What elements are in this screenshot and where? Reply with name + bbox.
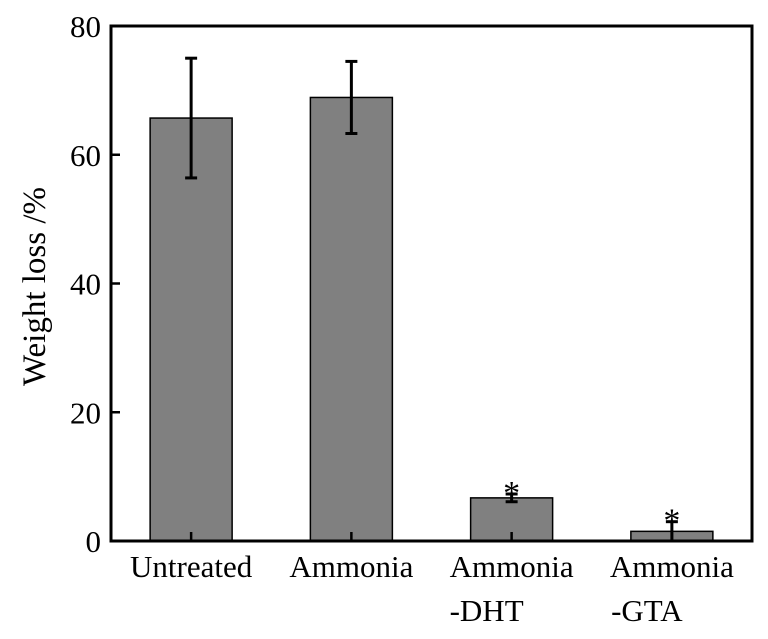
annotations-layer: ** bbox=[503, 475, 680, 540]
bars-layer bbox=[149, 96, 714, 542]
y-tick-label: 60 bbox=[70, 138, 101, 173]
y-axis-title: Weight loss /% bbox=[17, 187, 53, 386]
error-bar bbox=[185, 56, 198, 180]
significance-marker: * bbox=[503, 475, 520, 512]
y-tick-label: 20 bbox=[70, 395, 101, 430]
significance-marker: * bbox=[663, 503, 680, 540]
error-bars-layer bbox=[185, 56, 678, 543]
y-tick-label: 80 bbox=[70, 9, 101, 44]
x-axis: Untreated Ammonia Ammonia -DHT Ammonia -GTA bbox=[130, 532, 734, 628]
error-bar bbox=[345, 59, 358, 136]
bar bbox=[309, 96, 394, 542]
y-tick-label: 0 bbox=[86, 524, 102, 559]
x-tick-label: Ammonia bbox=[289, 549, 413, 584]
y-axis: 0 20 40 60 80 bbox=[70, 9, 120, 559]
x-tick-label: Ammonia -GTA bbox=[610, 549, 734, 628]
x-tick-label: Ammonia -DHT bbox=[450, 549, 574, 628]
error-bar bbox=[505, 492, 518, 504]
y-tick-label: 40 bbox=[70, 267, 101, 302]
x-tick-label: Untreated bbox=[130, 549, 253, 584]
bar bbox=[149, 117, 233, 542]
